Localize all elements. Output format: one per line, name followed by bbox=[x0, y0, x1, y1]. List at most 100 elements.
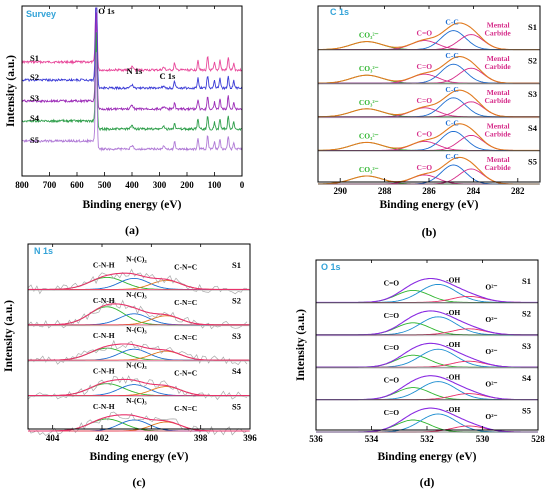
fit-envelope bbox=[316, 310, 538, 336]
series-label-s4: S4 bbox=[232, 366, 242, 376]
panel-c-xlabel: Binding energy (eV) bbox=[89, 451, 188, 463]
component-label-line2: Carbide bbox=[485, 96, 512, 105]
x-tick-label: 532 bbox=[420, 434, 434, 444]
panel-d-xlabel: Binding energy (eV) bbox=[377, 451, 476, 463]
panel-d-ylabel: Intensity (a.u.) bbox=[295, 309, 307, 381]
fit-component bbox=[28, 386, 249, 397]
panel-b-label: (b) bbox=[422, 225, 437, 239]
component-label-line2: Carbide bbox=[485, 163, 512, 172]
survey-line-s1 bbox=[22, 7, 243, 73]
fit-component bbox=[318, 74, 539, 84]
fit-component bbox=[318, 41, 539, 51]
series-label-s3: S3 bbox=[522, 341, 531, 351]
panel-a-label: (a) bbox=[125, 223, 139, 237]
series-label-s5: S5 bbox=[232, 402, 241, 412]
survey-line-s3 bbox=[21, 12, 243, 112]
series-label-s3: S3 bbox=[30, 93, 39, 103]
panel-c-ylabel: Intensity (a.u.) bbox=[3, 300, 15, 372]
panel-b-xlabel: Binding energy (eV) bbox=[379, 199, 478, 211]
component-label: C=O bbox=[417, 96, 433, 105]
component-label: C-N-H bbox=[93, 367, 115, 376]
fit-component bbox=[316, 387, 538, 401]
x-tick-label: 536 bbox=[309, 434, 323, 444]
component-label: C=O bbox=[384, 278, 400, 287]
survey-line-s2 bbox=[21, 7, 243, 91]
component-label: N-(C)₃ bbox=[126, 290, 147, 299]
series-label-s2: S2 bbox=[30, 72, 39, 82]
component-label: C=O bbox=[417, 29, 433, 38]
series-label-s1: S1 bbox=[30, 53, 39, 63]
component-label: C-C bbox=[445, 118, 458, 127]
component-label: CO₃²⁻ bbox=[359, 31, 379, 40]
fit-component bbox=[318, 141, 539, 151]
component-label: C-C bbox=[445, 85, 458, 94]
fit-component bbox=[316, 381, 538, 401]
component-label: N-(C)₃ bbox=[126, 361, 147, 370]
component-label: C=O bbox=[417, 129, 433, 138]
component-label: N-(C)₃ bbox=[126, 396, 147, 405]
component-label: C=O bbox=[417, 163, 433, 172]
series-label-s3: S3 bbox=[232, 331, 241, 341]
component-label: -OH bbox=[446, 340, 460, 349]
component-label: C-N=C bbox=[174, 333, 197, 342]
component-label: Mental bbox=[487, 88, 510, 97]
series-label-s4: S4 bbox=[528, 123, 538, 133]
component-label: C-N-H bbox=[93, 296, 115, 305]
x-tick-label: 282 bbox=[511, 186, 525, 196]
x-tick-label: 700 bbox=[43, 180, 57, 190]
component-label: C-N=C bbox=[174, 298, 197, 307]
component-label: C-C bbox=[445, 152, 458, 161]
peak-annotation: C 1s bbox=[160, 71, 177, 81]
component-label: C-N=C bbox=[174, 404, 197, 413]
fit-component bbox=[316, 289, 538, 303]
component-label: CO₃²⁻ bbox=[359, 131, 379, 140]
component-label: O²⁻ bbox=[485, 412, 497, 421]
component-label: N-(C)₃ bbox=[126, 254, 147, 263]
x-tick-label: 200 bbox=[180, 180, 194, 190]
series-label-s5: S5 bbox=[528, 156, 537, 166]
component-label: C-N-H bbox=[93, 331, 115, 340]
panel-c-frame bbox=[27, 243, 251, 430]
fit-component bbox=[316, 348, 538, 368]
panel-a-frame bbox=[21, 5, 243, 177]
raw-spectrum bbox=[27, 411, 248, 436]
fit-envelope bbox=[318, 156, 539, 185]
component-label: Mental bbox=[487, 21, 510, 30]
panel-c-n1s: N 1s 404 402 400 398 396 C-N-H N-(C)₃ C-N=C C-N… bbox=[3, 243, 257, 489]
x-tick-label: 402 bbox=[95, 433, 109, 443]
x-tick-label: 534 bbox=[365, 434, 379, 444]
x-tick-label: 398 bbox=[194, 433, 208, 443]
component-label: C-N=C bbox=[174, 262, 197, 271]
series-label-s5: S5 bbox=[30, 135, 39, 145]
peak-annotation: N 1s bbox=[127, 66, 144, 76]
peak-annotation: O 1s bbox=[98, 6, 115, 16]
component-label: -OH bbox=[446, 308, 460, 317]
x-tick-label: 286 bbox=[422, 186, 436, 196]
component-label-line2: Carbide bbox=[485, 129, 512, 138]
x-tick-label: 400 bbox=[145, 433, 159, 443]
panel-b-c1s: C 1s 290 288 286 284 282 CO₃²⁻ C=OC-C MentalCa… bbox=[317, 5, 541, 239]
panel-d-frame bbox=[315, 259, 539, 431]
fit-envelope bbox=[318, 89, 539, 118]
series-label-s2: S2 bbox=[232, 295, 241, 305]
fit-component bbox=[316, 354, 538, 368]
component-label-line2: Carbide bbox=[485, 29, 512, 38]
fit-component bbox=[318, 108, 539, 118]
fit-envelope bbox=[318, 123, 539, 151]
panel-c-title: N 1s bbox=[34, 246, 53, 256]
series-label-s1: S1 bbox=[232, 260, 241, 270]
series-label-s1: S1 bbox=[522, 276, 531, 286]
x-tick-label: 290 bbox=[333, 186, 347, 196]
x-tick-label: 0 bbox=[240, 180, 245, 190]
component-label: O²⁻ bbox=[485, 315, 497, 324]
component-label: C=O bbox=[384, 376, 400, 385]
panel-b-title: C 1s bbox=[330, 7, 349, 17]
series-label-s4: S4 bbox=[30, 113, 40, 123]
component-label: C-N-H bbox=[93, 402, 115, 411]
component-label: C-N-H bbox=[93, 260, 115, 269]
raw-spectrum bbox=[27, 268, 248, 295]
panel-d-title: O 1s bbox=[321, 262, 341, 272]
component-label: C-C bbox=[445, 51, 458, 60]
component-label: CO₃²⁻ bbox=[359, 64, 379, 73]
x-tick-label: 300 bbox=[153, 180, 167, 190]
